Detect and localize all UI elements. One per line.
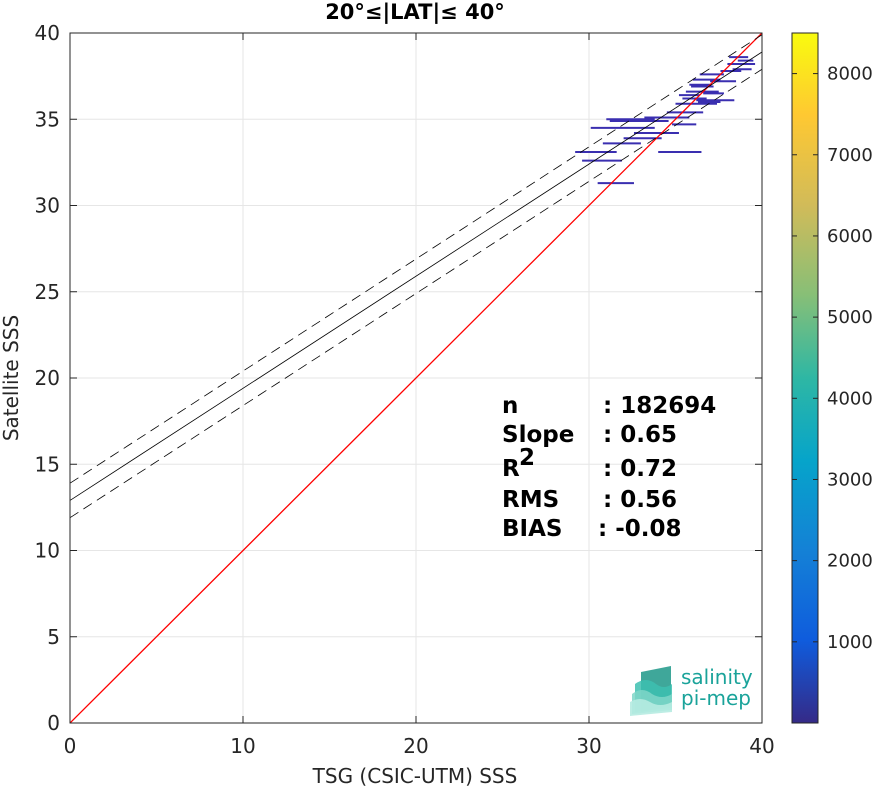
y-tick-label: 40 <box>35 21 60 45</box>
x-tick-label: 0 <box>64 734 77 758</box>
fit-lines <box>70 33 762 723</box>
x-tick-label: 40 <box>749 734 774 758</box>
regression-bound-line <box>70 34 762 484</box>
y-tick-label: 30 <box>35 194 60 218</box>
stat-label: RMS <box>502 487 559 513</box>
logo: salinity pi-mep <box>630 665 753 716</box>
colorbar-tick-label: 6000 <box>827 226 873 247</box>
y-tick-label: 15 <box>35 452 60 476</box>
stat-value: : 182694 <box>603 393 716 419</box>
x-tick-label: 20 <box>403 734 428 758</box>
y-tick-label: 5 <box>47 625 60 649</box>
stat-value: : -0.08 <box>598 516 682 542</box>
stat-label: R <box>502 456 520 482</box>
y-axis-title: Satellite SSS <box>0 315 23 441</box>
colorbar-tick-label: 2000 <box>827 551 873 572</box>
stat-value: : 0.56 <box>603 487 677 513</box>
x-axis-title: TSG (CSIC-UTM) SSS <box>312 764 518 788</box>
colorbar-ticks: 1000 2000 3000 4000 5000 6000 7000 8000 <box>792 64 873 653</box>
stats-box: n : 182694 Slope : 0.65 R 2 : 0.72 RMS : 0.56 BIA… <box>502 393 716 542</box>
density-segments <box>575 56 756 185</box>
stat-label: Slope <box>502 422 574 448</box>
stat-label: n <box>502 393 518 419</box>
stat-label: BIAS <box>502 516 562 542</box>
colorbar-tick-label: 8000 <box>827 64 873 85</box>
stat-value: : 0.65 <box>603 422 677 448</box>
colorbar-tick-label: 5000 <box>827 307 873 328</box>
logo-line2: pi-mep <box>681 686 751 710</box>
x-tick-label: 10 <box>230 734 255 758</box>
regression-line <box>70 51 762 501</box>
y-tick-label: 10 <box>35 539 60 563</box>
stat-value: : 0.72 <box>603 456 677 482</box>
stat-superscript: 2 <box>519 445 535 471</box>
colorbar-tick-label: 3000 <box>827 469 873 490</box>
x-tick-label: 30 <box>576 734 601 758</box>
axis-ticks: 0 10 20 30 40 0 5 10 15 20 25 30 35 40 <box>35 21 775 758</box>
regression-bound-line <box>70 68 762 519</box>
one-to-one-line <box>70 33 762 723</box>
logo-line1: salinity <box>681 665 753 689</box>
colorbar <box>791 32 819 724</box>
y-tick-label: 0 <box>47 711 60 735</box>
colorbar-tick-label: 7000 <box>827 145 873 166</box>
y-tick-label: 25 <box>35 280 60 304</box>
y-tick-label: 35 <box>35 107 60 131</box>
colorbar-tick-label: 1000 <box>827 632 873 653</box>
wave-logo-icon <box>630 666 672 716</box>
y-tick-label: 20 <box>35 366 60 390</box>
colorbar-tick-label: 4000 <box>827 388 873 409</box>
chart-title: 20°≤|LAT|≤ 40° <box>325 0 505 25</box>
